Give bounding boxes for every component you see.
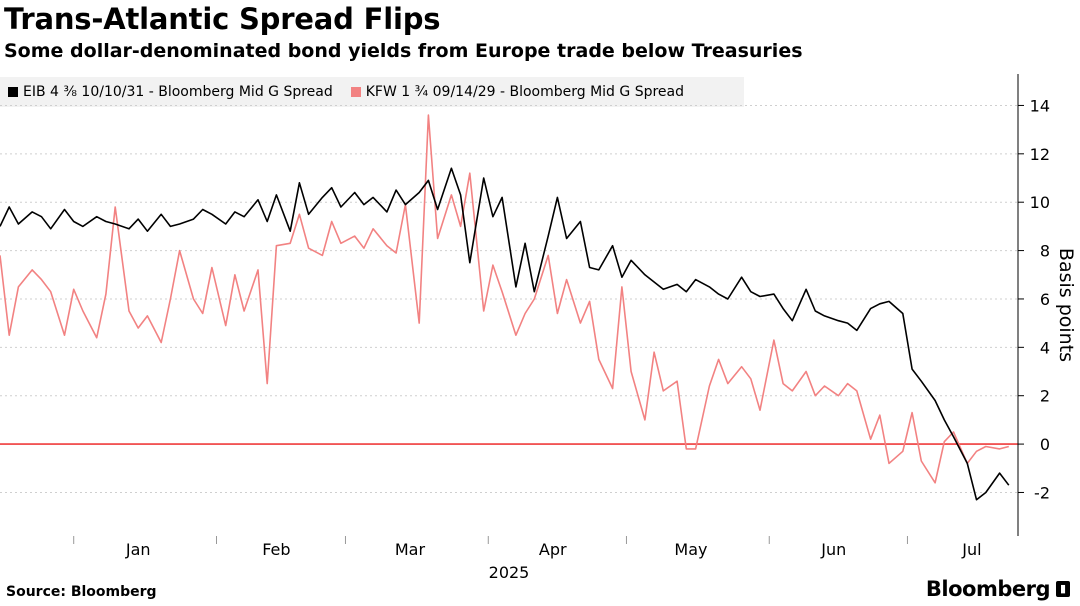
gridlines (0, 104, 1018, 493)
legend-swatch-eib (8, 87, 18, 97)
y-axis-title: Basis points (1055, 248, 1077, 362)
legend: EIB 4 ⅜ 10/10/31 - Bloomberg Mid G Sprea… (0, 77, 744, 107)
month-dividers (73, 536, 908, 544)
brand-wordmark: Bloomberg (925, 577, 1051, 601)
y-tick-label: 14 (1030, 96, 1050, 115)
y-tick-label: 10 (1030, 193, 1050, 212)
x-tick-label: Apr (539, 540, 567, 559)
chart-title: Trans-Atlantic Spread Flips (4, 2, 441, 36)
legend-label-kfw: KFW 1 ¾ 09/14/29 - Bloomberg Mid G Sprea… (365, 84, 684, 100)
chart-subtitle: Some dollar-denominated bond yields from… (4, 40, 803, 62)
y-tick-label: 0 (1040, 435, 1050, 454)
series-line-eib (0, 167, 1010, 501)
x-tick-label: Jul (961, 540, 981, 559)
series-lines (0, 114, 1010, 501)
x-axis-year-label: 2025 (489, 563, 530, 582)
y-tick-label: 6 (1040, 290, 1050, 309)
brand-logo: Bloomberg ▮ (926, 577, 1070, 601)
x-tick-label: Jan (125, 540, 151, 559)
x-tick-label: Feb (262, 540, 290, 559)
x-tick-label: May (674, 540, 707, 559)
y-tick-label: 8 (1040, 242, 1050, 261)
x-axis: Jan Feb Mar Apr May Jun Jul (125, 540, 982, 559)
y-tick-label: -2 (1034, 483, 1050, 502)
y-tick-label: 12 (1030, 145, 1050, 164)
legend-label-eib: EIB 4 ⅜ 10/10/31 - Bloomberg Mid G Sprea… (23, 84, 333, 100)
bloomberg-terminal-icon: ▮ (1056, 581, 1070, 597)
x-tick-label: Mar (395, 540, 426, 559)
x-tick-label: Jun (820, 540, 846, 559)
legend-swatch-kfw (350, 87, 361, 97)
y-tick-label: 2 (1040, 387, 1050, 406)
y-tick-label: 4 (1040, 338, 1050, 357)
legend-item-eib[interactable]: EIB 4 ⅜ 10/10/31 - Bloomberg Mid G Sprea… (8, 84, 333, 100)
y-axis: -2 0 2 4 6 8 10 12 14 (1017, 74, 1050, 536)
legend-item-kfw[interactable]: KFW 1 ¾ 09/14/29 - Bloomberg Mid G Sprea… (350, 84, 684, 100)
source-note: Source: Bloomberg (6, 584, 157, 600)
series-line-kfw (0, 114, 1010, 484)
